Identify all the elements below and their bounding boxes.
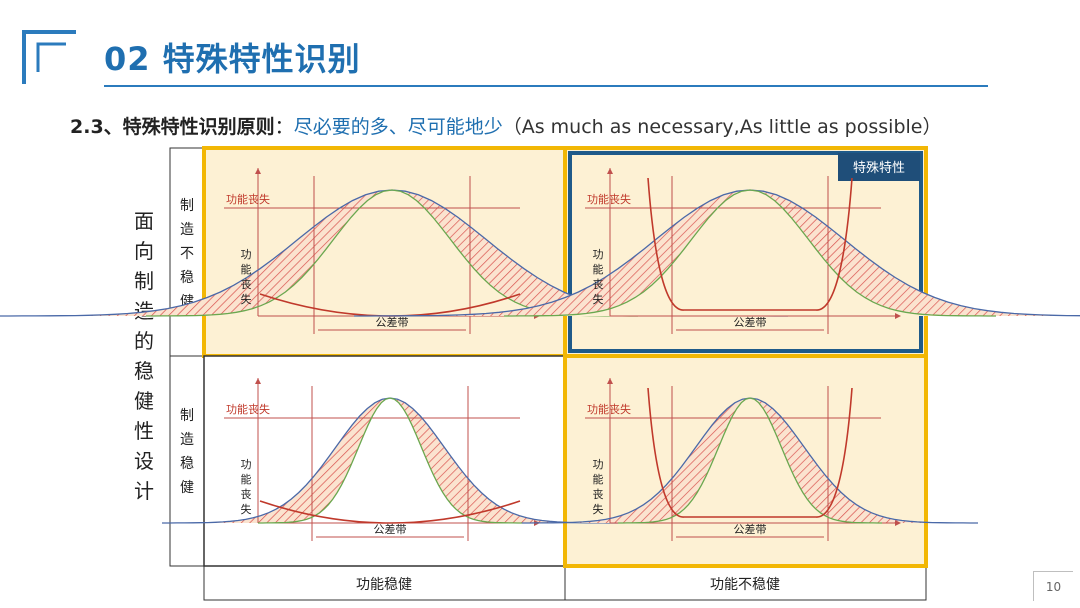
y-axis-arrow xyxy=(255,378,261,384)
distribution-inner-fill xyxy=(618,398,882,523)
y-axis-arrow xyxy=(607,168,613,174)
principle-subtitle: 2.3、特殊特性识别原则：尽必要的多、尽可能地少（As much as nece… xyxy=(70,112,941,139)
y-axis-arrow xyxy=(607,378,613,384)
principle-text: 尽必要的多、尽可能地少 xyxy=(293,116,503,138)
col-label-box-right xyxy=(564,565,927,601)
vertical-axis-title: 面向制造的稳健性设计 xyxy=(134,209,154,503)
functional-loss-label: 功能丧失 xyxy=(587,192,631,206)
x-axis-arrow xyxy=(895,520,901,526)
distribution-curve-green xyxy=(504,189,996,317)
section-heading: 2.3、特殊特性识别原则 xyxy=(70,116,275,138)
principle-english: （As much as necessary,As little as possi… xyxy=(502,116,942,138)
distribution-inner-fill xyxy=(146,190,638,316)
tolerance-band-label: 公差带 xyxy=(374,522,407,536)
y-axis-arrow xyxy=(255,168,261,174)
y-axis-label: 功能丧失 xyxy=(593,458,604,516)
special-badge-box xyxy=(838,153,920,181)
distribution-inner-fill xyxy=(504,190,996,316)
y-axis-label: 功能丧失 xyxy=(241,458,252,516)
y-axis-label: 功能丧失 xyxy=(241,248,252,306)
row-label-box-bottom xyxy=(169,355,205,567)
title-divider xyxy=(104,85,988,87)
col-label-robust: 功能稳健 xyxy=(356,577,412,593)
special-characteristic-border xyxy=(568,151,923,353)
y-axis-label: 功能丧失 xyxy=(593,248,604,306)
loss-function-curve xyxy=(647,177,853,311)
loss-function-curve xyxy=(647,387,853,518)
col-label-box-left xyxy=(203,565,566,601)
row-label-stable: 制造稳健 xyxy=(180,408,194,496)
distribution-curve-green xyxy=(618,397,882,524)
subtitle-colon: ： xyxy=(274,116,294,138)
loss-function-curve xyxy=(259,500,521,524)
row-label-box-top xyxy=(169,147,205,357)
tolerance-band-label: 公差带 xyxy=(376,315,409,329)
x-axis-arrow xyxy=(895,313,901,319)
functional-loss-label: 功能丧失 xyxy=(226,192,270,206)
functional-loss-label: 功能丧失 xyxy=(587,402,631,416)
special-badge: 特殊特性 xyxy=(853,161,905,176)
col-label-not-robust: 功能不稳健 xyxy=(710,577,780,593)
tolerance-band-label: 公差带 xyxy=(734,315,767,329)
tolerance-band-label: 公差带 xyxy=(734,522,767,536)
logo-bracket-icon xyxy=(22,30,76,84)
page-number: 10 xyxy=(1033,571,1073,601)
distribution-curve-green xyxy=(258,397,522,524)
functional-loss-label: 功能丧失 xyxy=(226,402,270,416)
distribution-inner-fill xyxy=(258,398,522,523)
page-title: 02 特殊特性识别 xyxy=(104,40,361,78)
